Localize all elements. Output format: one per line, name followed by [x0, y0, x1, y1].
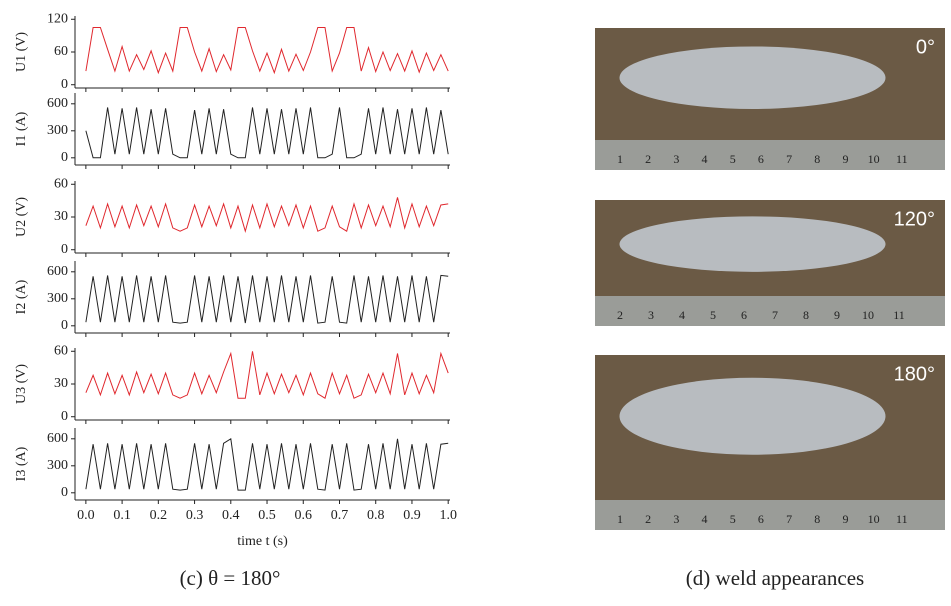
x-tick-label: 0.7: [331, 508, 349, 523]
weld-bead: [620, 216, 886, 271]
waveform: [86, 275, 448, 323]
waveform: [86, 28, 448, 73]
ruler-number: 7: [786, 152, 792, 166]
x-axis-label: time t (s): [237, 534, 288, 549]
figure: 1 2 3 4 5 6 7 8 9 10 11 0° 2 3 4 5 6 7 8 9 10 11 120° 1 2 3 4 5 6 7 8 9…: [0, 0, 951, 601]
x-tick-label: 0.6: [295, 508, 313, 523]
ruler-number: 6: [758, 512, 764, 526]
y-axis-label: I3 (A): [14, 446, 29, 481]
x-tick-label: 0.1: [113, 508, 131, 523]
ruler-number: 7: [786, 512, 792, 526]
y-tick-label: 0: [61, 409, 68, 424]
ruler-number: 3: [673, 152, 679, 166]
ruler-number: 4: [679, 308, 685, 322]
x-tick-label: 0.3: [186, 508, 204, 523]
ruler-number: 9: [834, 308, 840, 322]
ruler-number: 8: [814, 152, 820, 166]
ruler-number: 6: [758, 152, 764, 166]
angle-label: 0°: [916, 36, 935, 58]
x-tick-label: 0.0: [77, 508, 95, 523]
x-tick-label: 0.4: [222, 508, 240, 523]
y-tick-label: 300: [47, 123, 68, 138]
y-tick-label: 60: [54, 343, 68, 358]
ruler-number: 1: [617, 152, 623, 166]
ruler-number: 11: [893, 308, 905, 322]
y-axis-label: U2 (V): [14, 197, 29, 237]
y-tick-label: 600: [47, 264, 68, 279]
ruler-number: 7: [772, 308, 778, 322]
y-tick-label: 30: [54, 209, 68, 224]
ruler-number: 5: [710, 308, 716, 322]
ruler-number: 8: [803, 308, 809, 322]
ruler-number: 8: [814, 512, 820, 526]
ruler-number: 11: [896, 512, 908, 526]
waveform: [86, 351, 448, 398]
y-tick-label: 0: [61, 318, 68, 333]
caption: (c) θ = 180°: [180, 566, 281, 590]
x-tick-label: 0.5: [258, 508, 276, 523]
ruler-number: 10: [868, 152, 880, 166]
y-tick-label: 0: [61, 150, 68, 165]
y-axis-label: I1 (A): [14, 111, 29, 146]
ruler-number: 3: [648, 308, 654, 322]
ruler-number: 1: [617, 512, 623, 526]
y-tick-label: 0: [61, 77, 68, 92]
y-axis-label: U3 (V): [14, 364, 29, 404]
ruler-number: 11: [896, 152, 908, 166]
ruler-number: 2: [617, 308, 623, 322]
y-axis-label: U1 (V): [14, 32, 29, 72]
y-tick-label: 60: [54, 176, 68, 191]
y-tick-label: 600: [47, 96, 68, 111]
photos: 1 2 3 4 5 6 7 8 9 10 11 0° 2 3 4 5 6 7 8 9 10 11 120° 1 2 3 4 5 6 7 8 9…: [595, 28, 945, 530]
angle-label: 180°: [894, 363, 935, 385]
waveform: [86, 439, 448, 490]
weld-bead: [620, 378, 886, 455]
y-axis-label: I2 (A): [14, 279, 29, 314]
y-tick-label: 60: [54, 44, 68, 59]
ruler-number: 2: [645, 512, 651, 526]
x-tick-label: 0.2: [150, 508, 168, 523]
y-tick-label: 120: [47, 11, 68, 26]
ruler-number: 6: [741, 308, 747, 322]
ruler-number: 9: [842, 152, 848, 166]
ruler-number: 5: [730, 512, 736, 526]
waveform: [86, 197, 448, 231]
x-tick-label: 1.0: [439, 508, 457, 523]
x-tick-label: 0.8: [367, 508, 385, 523]
ruler-number: 4: [702, 152, 708, 166]
y-tick-label: 300: [47, 291, 68, 306]
ruler-number: 5: [730, 152, 736, 166]
y-tick-label: 0: [61, 242, 68, 257]
angle-label: 120°: [894, 208, 935, 230]
ruler-number: 9: [842, 512, 848, 526]
ruler-number: 10: [862, 308, 874, 322]
waveform: [86, 107, 448, 157]
weld-bead: [620, 46, 886, 108]
y-tick-label: 0: [61, 485, 68, 500]
ruler-number: 2: [645, 152, 651, 166]
ruler-number: 4: [702, 512, 708, 526]
y-tick-label: 600: [47, 431, 68, 446]
x-tick-label: 0.9: [403, 508, 421, 523]
y-tick-label: 30: [54, 376, 68, 391]
caption: (d) weld appearances: [686, 566, 864, 590]
ruler-number: 10: [868, 512, 880, 526]
y-tick-label: 300: [47, 458, 68, 473]
ruler-number: 3: [673, 512, 679, 526]
